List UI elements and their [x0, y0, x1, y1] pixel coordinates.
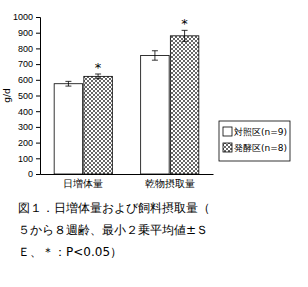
- y-axis-line: [36, 18, 41, 175]
- legend-swatch: [223, 143, 232, 152]
- legend-label: 発酵区(n=8): [234, 143, 287, 153]
- y-tick-mark: [36, 96, 40, 97]
- error-bar-stem: [154, 51, 155, 60]
- error-bar: [152, 51, 158, 60]
- y-tick: 200: [18, 138, 40, 148]
- bar: [170, 36, 198, 174]
- y-tick-mark: [36, 17, 40, 18]
- error-bar-cap: [152, 60, 158, 61]
- error-bar-stem: [68, 81, 69, 86]
- y-tick-label: 1000: [13, 12, 33, 22]
- y-tick: 900: [18, 28, 40, 38]
- y-tick: 400: [18, 107, 40, 117]
- annotations: **: [95, 16, 188, 75]
- bar: [141, 55, 169, 174]
- y-tick: 800: [18, 44, 40, 54]
- x-axis: 日増体量 乾物摂取量: [41, 174, 214, 189]
- error-bar-cap: [65, 86, 71, 87]
- error-bar: [182, 30, 188, 41]
- y-tick: 600: [18, 75, 40, 85]
- x-tick: 日増体量: [63, 174, 103, 189]
- legend: 対照区(n=9) 発酵区(n=8): [219, 121, 290, 161]
- y-tick-label: 700: [18, 59, 33, 69]
- y-tick-label: 200: [18, 138, 33, 148]
- x-tick: 乾物摂取量: [145, 174, 195, 189]
- chart-svg: 0 100 200 300 400 500 600 700 800 900 1000 日増体量 乾物摂取…: [0, 0, 308, 287]
- marks: [54, 30, 199, 174]
- y-tick: 1000: [13, 12, 40, 22]
- y-tick: 300: [18, 122, 40, 132]
- legend-box: [219, 121, 290, 161]
- y-tick-mark: [36, 64, 40, 65]
- legend-swatch: [223, 127, 232, 136]
- y-tick-label: 900: [18, 28, 33, 38]
- plot: 0 100 200 300 400 500 600 700 800 900 1000 日増体量 乾物摂取…: [13, 12, 214, 189]
- y-tick-mark: [36, 174, 40, 175]
- y-tick-label: 400: [18, 107, 33, 117]
- caption: 図１．日増体量および飼料摂取量（５から８週齢、最小２乗平均値±ＳＥ、＊：P<0.…: [18, 201, 210, 259]
- error-bar: [65, 81, 71, 86]
- y-tick-mark: [36, 111, 40, 112]
- y-tick-label: 600: [18, 75, 33, 85]
- significance-mark: *: [95, 60, 102, 75]
- legend-label: 対照区(n=9): [234, 127, 287, 137]
- y-tick-mark: [36, 127, 40, 128]
- x-tick-label: 日増体量: [63, 178, 103, 189]
- error-bar-stem: [184, 30, 185, 41]
- y-tick: 500: [18, 91, 40, 101]
- y-tick: 100: [18, 154, 40, 164]
- y-tick-mark: [36, 80, 40, 81]
- error-bar-cap: [152, 50, 158, 51]
- error-bar-cap: [182, 41, 188, 42]
- y-tick-mark: [36, 48, 40, 49]
- y-tick-mark: [36, 158, 40, 159]
- bar: [54, 84, 82, 174]
- y-axis-title: g/d: [2, 88, 12, 102]
- significance-mark: *: [181, 16, 188, 31]
- y-tick: 700: [18, 59, 40, 69]
- y-tick-label: 800: [18, 44, 33, 54]
- y-tick-label: 100: [18, 154, 33, 164]
- y-axis: 0 100 200 300 400 500 600 700 800 900 1000: [13, 12, 41, 179]
- error-bar-cap: [95, 78, 101, 79]
- x-tick-label: 乾物摂取量: [145, 178, 195, 189]
- y-tick-label: 300: [18, 122, 33, 132]
- x-axis-line: [41, 174, 214, 175]
- y-tick-label: 0: [28, 169, 33, 179]
- y-tick-mark: [36, 33, 40, 34]
- chart-container: 0 100 200 300 400 500 600 700 800 900 1000 日増体量 乾物摂取…: [0, 0, 308, 287]
- bar: [84, 76, 112, 174]
- y-tick: 0: [28, 169, 40, 179]
- y-tick-label: 500: [18, 91, 33, 101]
- y-tick-mark: [36, 143, 40, 144]
- error-bar-cap: [65, 81, 71, 82]
